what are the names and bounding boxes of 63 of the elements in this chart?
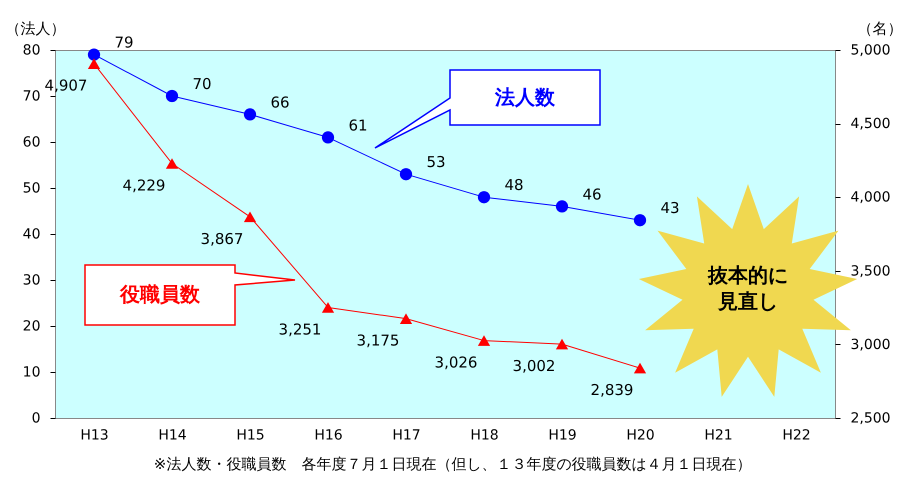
point bbox=[400, 313, 412, 324]
data-label: 3,002 bbox=[512, 357, 556, 376]
point bbox=[478, 335, 490, 346]
y-tick-label: 0 bbox=[32, 410, 40, 426]
y2-tick-label: 3,000 bbox=[850, 336, 891, 353]
y-tick-label: 80 bbox=[22, 42, 40, 58]
x-tick-label: H13 bbox=[80, 428, 109, 444]
point bbox=[556, 338, 568, 350]
data-label: 4,907 bbox=[44, 76, 88, 95]
text: ※法人数・役職員数 各年度７月１日現在（但し、１３年度の役職員数は４月１日現在） bbox=[152, 455, 752, 474]
y2-tick-label: 4,500 bbox=[850, 116, 891, 132]
x-tick-label: H22 bbox=[782, 428, 811, 444]
data-label: 43 bbox=[660, 199, 680, 218]
x-tick-label: H21 bbox=[704, 428, 733, 444]
y-tick-label: 10 bbox=[22, 364, 40, 380]
data-label: 61 bbox=[348, 116, 368, 134]
point bbox=[166, 90, 178, 102]
y-tick-label: 40 bbox=[22, 226, 40, 242]
y-tick-label: 30 bbox=[22, 272, 40, 288]
y2-axis-title: （名） bbox=[858, 20, 902, 38]
y-tick-label: 50 bbox=[22, 180, 40, 196]
y2-tick-label: 3,500 bbox=[850, 263, 891, 280]
point bbox=[634, 362, 646, 374]
text: 法人数 bbox=[494, 84, 556, 110]
y2-tick-label: 4,000 bbox=[850, 190, 891, 206]
data-label: 53 bbox=[426, 153, 446, 172]
data-label: 79 bbox=[114, 34, 134, 52]
point bbox=[322, 302, 334, 313]
annotation: 抜本的に見直し bbox=[706, 262, 789, 314]
data-label: 4,229 bbox=[122, 176, 166, 194]
point bbox=[556, 200, 568, 213]
x-tick-label: H15 bbox=[236, 428, 265, 444]
x-tick-label: H14 bbox=[158, 428, 187, 444]
x-tick-label: H16 bbox=[314, 428, 343, 444]
data-label: 66 bbox=[270, 93, 290, 112]
x-tick-label: H18 bbox=[470, 428, 499, 444]
data-label: 70 bbox=[192, 75, 212, 93]
point bbox=[634, 214, 646, 226]
data-label: 3,867 bbox=[200, 230, 244, 248]
data-label: 3,175 bbox=[356, 332, 400, 350]
y2-tick-label: 5,000 bbox=[850, 42, 891, 58]
data-label: 3,251 bbox=[278, 320, 322, 338]
point bbox=[322, 131, 334, 144]
x-tick-label: H17 bbox=[392, 428, 421, 444]
x-tick-label: H20 bbox=[626, 428, 655, 444]
y-tick-label: 20 bbox=[22, 318, 40, 334]
point bbox=[244, 108, 256, 121]
data-label: 3,026 bbox=[434, 354, 478, 372]
point bbox=[244, 211, 256, 222]
point bbox=[400, 168, 412, 180]
data-label: 48 bbox=[504, 176, 524, 194]
y-axis-title: （法人） bbox=[6, 20, 66, 38]
point bbox=[88, 48, 100, 61]
data-label: 46 bbox=[582, 185, 602, 204]
text: 役職員数 bbox=[118, 281, 201, 307]
data-label: 2,839 bbox=[590, 381, 634, 400]
x-tick-label: H19 bbox=[548, 428, 577, 444]
point bbox=[166, 158, 178, 169]
y-tick-label: 60 bbox=[22, 134, 40, 150]
y-tick-label: 70 bbox=[22, 88, 40, 104]
y2-tick-label: 2,500 bbox=[850, 410, 891, 426]
point bbox=[88, 58, 100, 69]
point bbox=[478, 191, 490, 204]
